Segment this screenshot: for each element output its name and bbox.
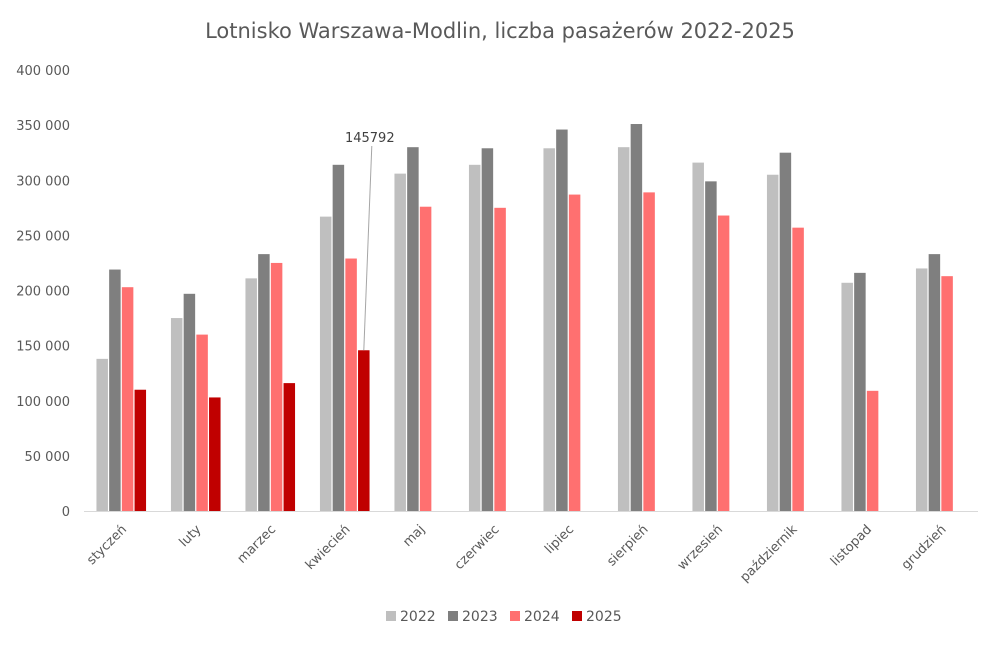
bar-2024-styczeń	[121, 287, 134, 511]
bar-2023-styczeń	[109, 269, 121, 511]
legend-swatch-2023	[448, 611, 458, 621]
y-tick-label: 150 000	[16, 340, 70, 355]
x-tick-label: maj	[400, 522, 428, 550]
bar-2022-listopad	[841, 282, 853, 511]
y-tick-label: 50 000	[25, 450, 71, 465]
x-tick-label: listopad	[828, 522, 875, 569]
x-tick-label: marzec	[235, 522, 280, 567]
bar-2025-marzec	[283, 383, 296, 511]
legend-swatch-2024	[510, 611, 520, 621]
legend-label: 2025	[586, 609, 622, 625]
x-tick-label: sierpień	[604, 522, 651, 569]
annotation-label: 145792	[345, 131, 395, 146]
y-tick-label: 400 000	[16, 64, 70, 79]
legend-label: 2022	[400, 609, 436, 625]
bar-2023-marzec	[258, 254, 270, 511]
x-tick-label: styczeń	[84, 522, 130, 568]
x-tick-label: grudzień	[899, 522, 950, 573]
bar-2025-styczeń	[134, 389, 147, 511]
bar-2023-maj	[407, 147, 419, 511]
bar-2024-grudzień	[941, 276, 953, 511]
bar-2022-styczeń	[96, 358, 108, 511]
bar-2022-grudzień	[915, 268, 928, 511]
legend-swatch-2022	[386, 611, 396, 621]
y-tick-label: 200 000	[16, 285, 70, 300]
legend-label: 2023	[462, 609, 498, 625]
x-tick-label: kwiecień	[303, 522, 354, 573]
bar-2024-czerwiec	[494, 207, 506, 511]
bar-2024-październik	[792, 227, 804, 511]
bar-2023-grudzień	[928, 254, 941, 511]
bar-2022-maj	[394, 173, 406, 511]
bar-2022-czerwiec	[468, 164, 481, 511]
bar-2024-lipiec	[568, 194, 581, 511]
y-tick-label: 0	[62, 505, 70, 520]
bar-2023-wrzesień	[705, 181, 717, 511]
bar-2022-październik	[766, 174, 779, 512]
bar-2025-kwiecień	[358, 350, 370, 511]
bar-2022-sierpień	[617, 147, 630, 511]
bar-2024-sierpień	[643, 192, 655, 511]
y-tick-label: 300 000	[16, 174, 70, 189]
legend-label: 2024	[524, 609, 560, 625]
x-tick-label: wrzesień	[675, 522, 726, 573]
bar-2022-lipiec	[543, 148, 555, 511]
bar-2024-kwiecień	[345, 258, 357, 511]
bar-2022-luty	[170, 318, 183, 511]
legend-swatch-2025	[572, 611, 582, 621]
y-axis-ticks: 0 50 000 100 000 150 000 200 000 250 000 300 0…	[16, 64, 70, 520]
annotations: 145792	[345, 131, 395, 351]
x-tick-label: czerwiec	[452, 522, 503, 573]
bar-2023-październik	[779, 152, 792, 511]
y-tick-label: 250 000	[16, 229, 70, 244]
bar-2023-luty	[183, 293, 196, 511]
bar-2024-marzec	[270, 262, 283, 511]
bar-2022-kwiecień	[319, 216, 332, 511]
bar-2024-listopad	[866, 390, 879, 511]
bar-2023-lipiec	[556, 129, 568, 512]
bar-2022-marzec	[245, 278, 257, 511]
x-tick-label: luty	[177, 522, 205, 550]
chart-title: Lotnisko Warszawa-Modlin, liczba pasażer…	[205, 19, 795, 43]
bar-2023-czerwiec	[481, 148, 494, 511]
x-tick-label: lipiec	[542, 522, 577, 557]
bars	[96, 124, 953, 512]
bar-2024-wrzesień	[717, 215, 730, 511]
x-tick-label: październik	[737, 522, 800, 585]
bar-2022-wrzesień	[692, 162, 704, 512]
x-axis-ticks: styczeń luty marzec kwiecień maj czerwiec lipi…	[84, 522, 949, 585]
bar-2023-kwiecień	[332, 164, 345, 511]
y-tick-label: 350 000	[16, 119, 70, 134]
bar-2025-luty	[209, 397, 221, 511]
bar-2024-maj	[419, 206, 432, 511]
legend: 2022 2023 2024 2025	[386, 609, 622, 625]
bar-2024-luty	[196, 334, 208, 511]
annotation-leader-line	[363, 145, 373, 351]
bar-2023-listopad	[854, 272, 866, 511]
y-tick-label: 100 000	[16, 395, 70, 410]
bar-2023-sierpień	[630, 124, 643, 512]
